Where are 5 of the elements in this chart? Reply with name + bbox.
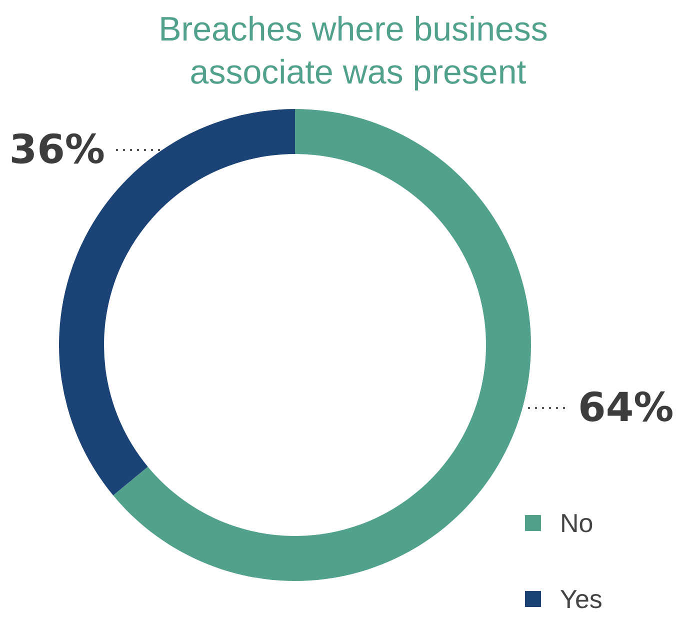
- legend-label: Yes: [560, 584, 602, 614]
- data-label: 64%: [578, 385, 674, 431]
- data-label: 36%: [9, 127, 105, 173]
- chart-title: Breaches where business associate was present: [158, 10, 558, 92]
- legend-label: No: [560, 508, 594, 538]
